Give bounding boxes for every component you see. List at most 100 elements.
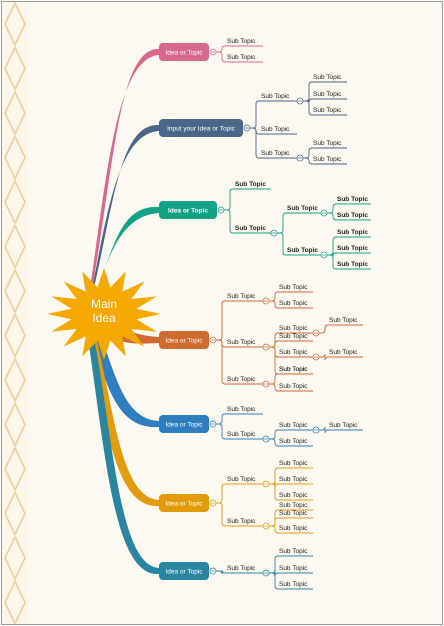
sub-topic[interactable]: Sub Topic bbox=[277, 492, 313, 501]
sub-topic-label: Sub Topic bbox=[227, 293, 256, 300]
topic-label: Input your Idea or Topic bbox=[167, 126, 236, 133]
sub-topic[interactable]: Sub Topic bbox=[277, 460, 313, 469]
sub-topic[interactable]: Sub Topic bbox=[225, 293, 263, 302]
sub-topic[interactable]: Sub Topic bbox=[335, 196, 371, 205]
sub-topic-label: Sub Topic bbox=[279, 383, 308, 390]
sub-topic[interactable]: Sub Topic bbox=[311, 107, 347, 116]
sub-topic-label: Sub Topic bbox=[279, 366, 308, 373]
collapse-toggle-icon[interactable] bbox=[296, 154, 304, 162]
sub-topic[interactable]: Sub Topic bbox=[225, 406, 263, 415]
main-idea-burst-icon bbox=[47, 268, 161, 360]
sub-topic[interactable]: Sub Topic bbox=[311, 74, 347, 83]
sub-topic[interactable]: Sub Topic bbox=[327, 317, 363, 326]
sub-topic[interactable]: Sub Topic bbox=[277, 366, 313, 375]
sub-topic-label: Sub Topic bbox=[279, 284, 308, 291]
sub-topic[interactable]: Sub Topic bbox=[327, 349, 363, 358]
sub-topic-label: Sub Topic bbox=[329, 349, 358, 356]
collapse-toggle-icon[interactable] bbox=[209, 499, 217, 507]
sub-topic[interactable]: Sub Topic bbox=[233, 181, 271, 190]
sub-topic[interactable]: Sub Topic bbox=[225, 431, 263, 440]
sub-topic[interactable]: Sub Topic bbox=[327, 422, 363, 431]
diamond-icon bbox=[4, 535, 26, 581]
sub-topic[interactable]: Sub Topic bbox=[277, 438, 313, 447]
sub-topic[interactable]: Sub Topic bbox=[225, 565, 263, 574]
collapse-toggle-icon[interactable] bbox=[312, 353, 320, 361]
sub-topic[interactable]: Sub Topic bbox=[233, 225, 271, 234]
sub-topic[interactable]: Sub Topic bbox=[285, 247, 321, 256]
collapse-toggle-icon[interactable] bbox=[209, 420, 217, 428]
sub-topic[interactable]: Sub Topic bbox=[277, 510, 313, 519]
sub-topic[interactable]: Sub Topic bbox=[225, 476, 263, 485]
diamond-icon bbox=[4, 490, 26, 537]
sub-topic[interactable]: Sub Topic bbox=[277, 300, 313, 309]
topic-node[interactable]: Idea or Topic bbox=[159, 331, 209, 349]
sub-topic[interactable]: Sub Topic bbox=[277, 476, 313, 485]
collapse-toggle-icon[interactable] bbox=[262, 480, 270, 488]
collapse-toggle-icon[interactable] bbox=[262, 343, 270, 351]
collapse-toggle-icon[interactable] bbox=[262, 435, 270, 443]
sub-topic[interactable]: Sub Topic bbox=[277, 565, 313, 574]
topic-node[interactable]: Idea or Topic bbox=[159, 415, 209, 433]
sub-topic[interactable]: Sub Topic bbox=[225, 339, 263, 348]
diamond-icon bbox=[4, 446, 26, 492]
sub-topic[interactable]: Sub Topic bbox=[285, 205, 321, 214]
sub-topic[interactable]: Sub Topic bbox=[277, 548, 313, 557]
topic-node[interactable]: Idea or Topic bbox=[159, 201, 217, 219]
collapse-toggle-icon[interactable] bbox=[262, 380, 270, 388]
sub-topic-label: Sub Topic bbox=[227, 38, 256, 45]
sub-topic[interactable]: Sub Topic bbox=[277, 333, 313, 342]
sub-topic[interactable]: Sub Topic bbox=[311, 140, 347, 149]
main-branch bbox=[88, 124, 159, 308]
topic-node[interactable]: Idea or Topic bbox=[159, 562, 209, 580]
sub-topic[interactable]: Sub Topic bbox=[277, 325, 313, 334]
sub-topic[interactable]: Sub Topic bbox=[225, 518, 263, 527]
collapse-toggle-icon[interactable] bbox=[320, 209, 328, 217]
sub-topic[interactable]: Sub Topic bbox=[277, 422, 313, 431]
sub-topic-label: Sub Topic bbox=[227, 518, 256, 525]
sub-topic[interactable]: Sub Topic bbox=[277, 284, 313, 293]
collapse-toggle-icon[interactable] bbox=[243, 124, 251, 132]
topic-label: Idea or Topic bbox=[165, 50, 203, 57]
collapse-toggle-icon[interactable] bbox=[312, 329, 320, 337]
sub-topic[interactable]: Sub Topic bbox=[335, 229, 371, 238]
collapse-toggle-icon[interactable] bbox=[209, 48, 217, 56]
collapse-toggle-icon[interactable] bbox=[312, 426, 320, 434]
sub-topic[interactable]: Sub Topic bbox=[311, 156, 347, 165]
sub-topic[interactable]: Sub Topic bbox=[335, 261, 371, 270]
collapse-toggle-icon[interactable] bbox=[296, 97, 304, 105]
topic-node[interactable]: Idea or Topic bbox=[159, 43, 209, 61]
collapse-toggle-icon[interactable] bbox=[262, 297, 270, 305]
sub-topic-label: Sub Topic bbox=[235, 181, 266, 188]
collapse-toggle-icon[interactable] bbox=[209, 567, 217, 575]
decorative-border bbox=[2, 2, 28, 624]
collapse-toggle-icon[interactable] bbox=[209, 336, 217, 344]
collapse-toggle-icon[interactable] bbox=[320, 251, 328, 259]
main-branch bbox=[88, 206, 159, 314]
sub-topic[interactable]: Sub Topic bbox=[335, 245, 371, 254]
sub-topic[interactable]: Sub Topic bbox=[277, 502, 313, 511]
sub-topic[interactable]: Sub Topic bbox=[225, 38, 263, 47]
collapse-toggle-icon[interactable] bbox=[217, 206, 225, 214]
sub-topic[interactable]: Sub Topic bbox=[225, 376, 263, 385]
sub-topic[interactable]: Sub Topic bbox=[259, 93, 297, 102]
collapse-toggle-icon[interactable] bbox=[262, 522, 270, 530]
sub-topic[interactable]: Sub Topic bbox=[277, 349, 313, 358]
sub-topic[interactable]: Sub Topic bbox=[277, 581, 313, 590]
main-idea[interactable]: Main Idea bbox=[47, 268, 161, 360]
sub-topic[interactable]: Sub Topic bbox=[259, 150, 297, 159]
diamond-icon bbox=[4, 579, 26, 624]
collapse-toggle-icon[interactable] bbox=[270, 229, 278, 237]
sub-topic[interactable]: Sub Topic bbox=[335, 212, 371, 221]
topic-label: Idea or Topic bbox=[165, 422, 203, 429]
sub-topic[interactable]: Sub Topic bbox=[311, 91, 347, 100]
collapse-toggle-icon[interactable] bbox=[262, 569, 270, 577]
sub-topic[interactable]: Sub Topic bbox=[259, 126, 297, 135]
sub-topic[interactable]: Sub Topic bbox=[277, 525, 313, 534]
sub-topic[interactable]: Sub Topic bbox=[225, 54, 263, 63]
sub-topic-label: Sub Topic bbox=[235, 225, 266, 232]
sub-topic[interactable]: Sub Topic bbox=[277, 383, 313, 392]
topic-node[interactable]: Input your Idea or Topic bbox=[159, 119, 243, 137]
topic-node[interactable]: Idea or Topic bbox=[159, 494, 209, 512]
sub-topic-label: Sub Topic bbox=[279, 300, 308, 307]
